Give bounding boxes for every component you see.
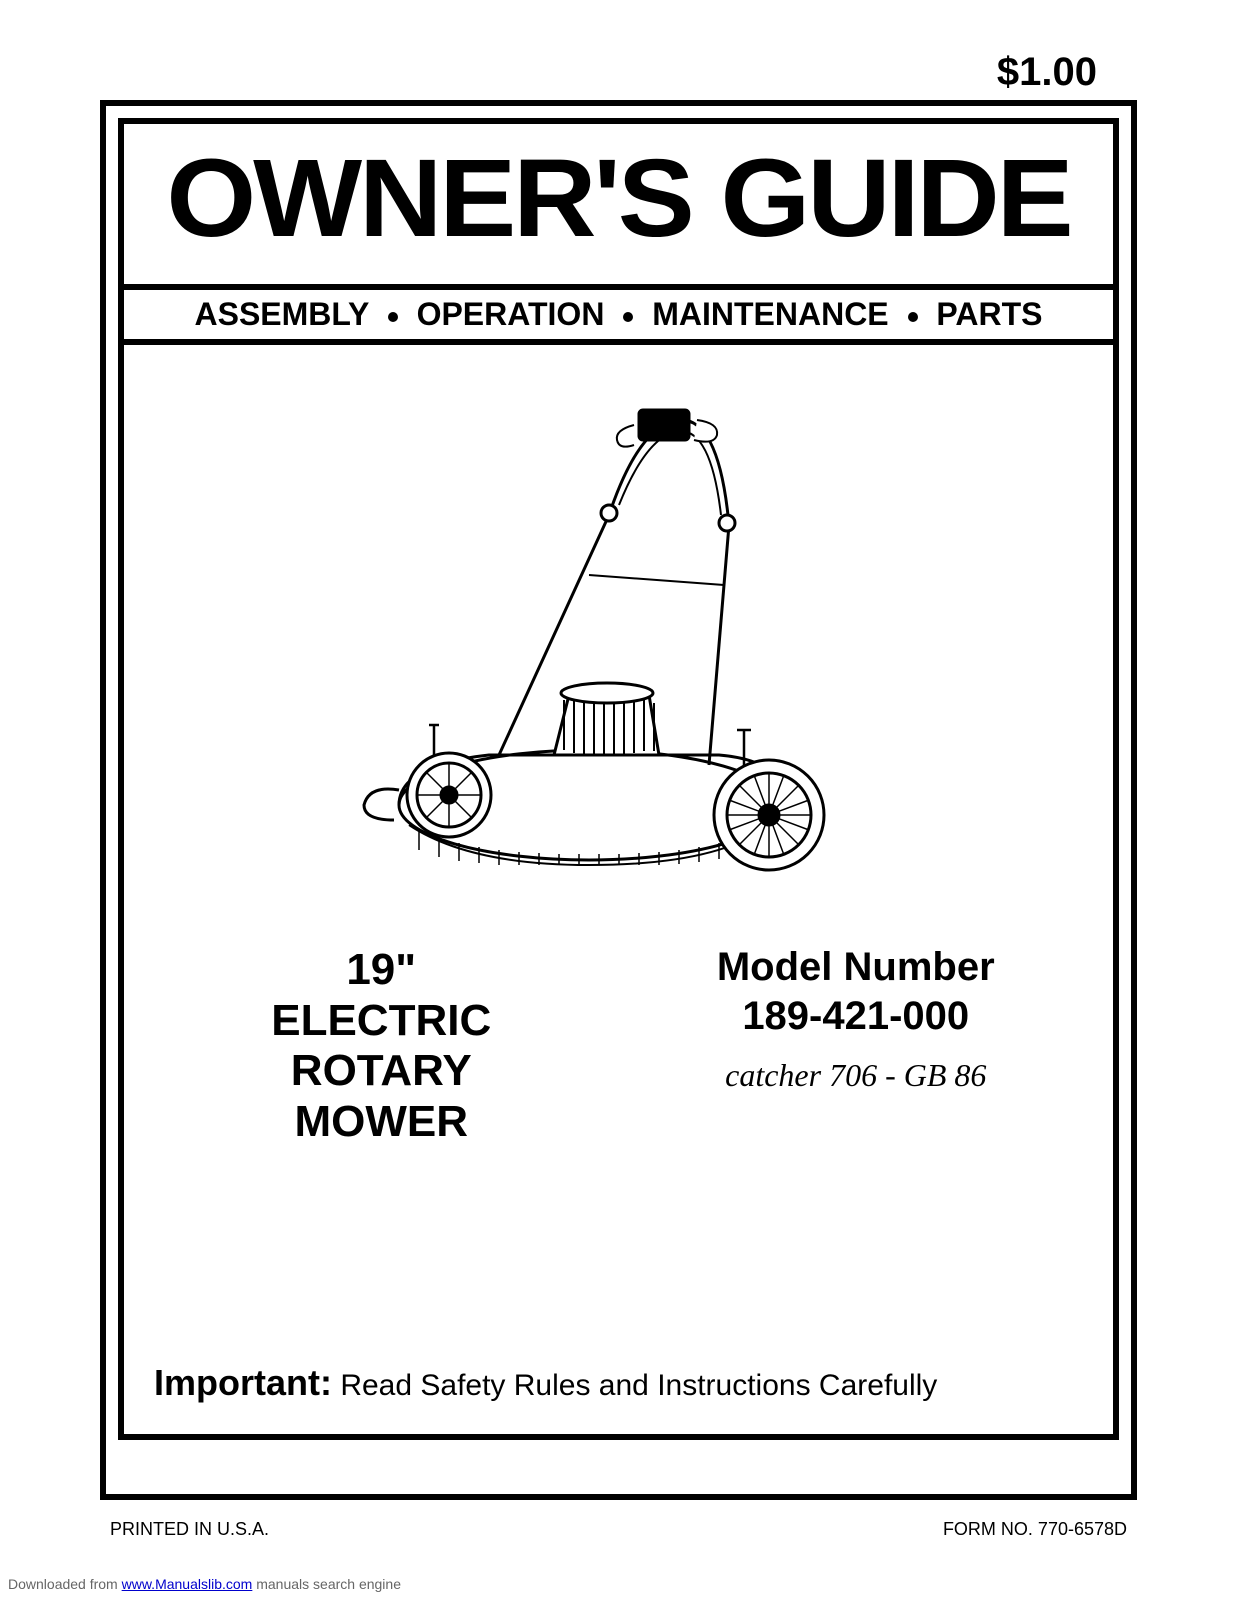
product-line-mower: MOWER bbox=[172, 1097, 590, 1148]
product-size: 19" bbox=[172, 945, 590, 996]
download-prefix: Downloaded from bbox=[8, 1576, 122, 1592]
download-watermark: Downloaded from www.Manualslib.com manua… bbox=[8, 1576, 401, 1592]
important-text: Read Safety Rules and Instructions Caref… bbox=[340, 1369, 937, 1402]
bullet-icon bbox=[388, 312, 398, 322]
subtitle-part-maintenance: MAINTENANCE bbox=[652, 296, 888, 332]
title-box: OWNER'S GUIDE bbox=[118, 118, 1119, 290]
download-suffix: manuals search engine bbox=[252, 1576, 401, 1592]
main-title: OWNER'S GUIDE bbox=[110, 144, 1127, 254]
product-line-electric: ELECTRIC bbox=[172, 996, 590, 1047]
important-notice: Important: Read Safety Rules and Instruc… bbox=[154, 1362, 1083, 1404]
footer-printed: PRINTED IN U.S.A. bbox=[110, 1519, 269, 1540]
product-info-row: 19" ELECTRIC ROTARY MOWER Model Number 1… bbox=[154, 945, 1083, 1147]
bullet-icon bbox=[908, 312, 918, 322]
model-block: Model Number 189-421-000 catcher 706 - G… bbox=[647, 945, 1065, 1147]
mower-illustration bbox=[339, 395, 899, 915]
product-line-rotary: ROTARY bbox=[172, 1046, 590, 1097]
subtitle-part-assembly: ASSEMBLY bbox=[195, 296, 369, 332]
document-page: $1.00 OWNER'S GUIDE ASSEMBLY OPERATION M… bbox=[0, 0, 1237, 1600]
product-name-block: 19" ELECTRIC ROTARY MOWER bbox=[172, 945, 590, 1147]
subtitle-part-operation: OPERATION bbox=[417, 296, 605, 332]
outer-frame: OWNER'S GUIDE ASSEMBLY OPERATION MAINTEN… bbox=[100, 100, 1137, 1500]
bullet-icon bbox=[623, 312, 633, 322]
main-content-box: 19" ELECTRIC ROTARY MOWER Model Number 1… bbox=[118, 345, 1119, 1440]
model-number: 189-421-000 bbox=[647, 994, 1065, 1039]
price-label: $1.00 bbox=[997, 50, 1097, 95]
model-label: Model Number bbox=[647, 945, 1065, 990]
footer-form-no: FORM NO. 770-6578D bbox=[943, 1519, 1127, 1540]
important-label: Important: bbox=[154, 1362, 332, 1403]
manualslib-link[interactable]: www.Manualslib.com bbox=[122, 1576, 253, 1592]
subtitle-part-parts: PARTS bbox=[936, 296, 1042, 332]
subtitle-box: ASSEMBLY OPERATION MAINTENANCE PARTS bbox=[118, 290, 1119, 345]
handwritten-note: catcher 706 - GB 86 bbox=[647, 1057, 1065, 1094]
